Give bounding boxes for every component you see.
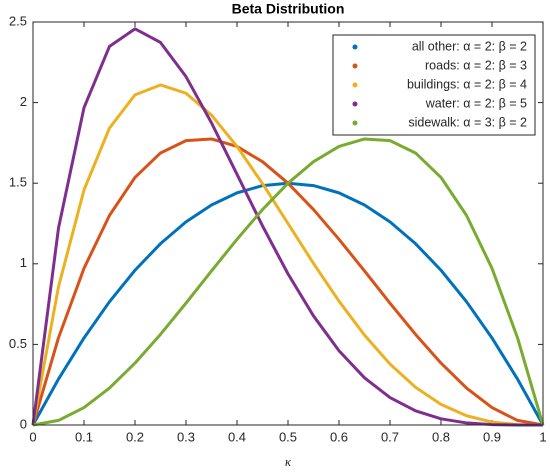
y-tick-label: 2 <box>20 94 27 109</box>
x-tick-label: 0.7 <box>381 429 399 444</box>
y-tick-label: 2.5 <box>9 13 27 28</box>
x-tick-label: 0.2 <box>126 429 144 444</box>
legend-label: water: α = 2: β = 5 <box>425 96 527 110</box>
x-tick-label: 0.8 <box>432 429 450 444</box>
x-tick-label: 0.5 <box>279 429 297 444</box>
line-series <box>31 27 544 427</box>
x-tick-label: 1 <box>539 429 546 444</box>
line-series <box>31 83 544 427</box>
x-tick-label: 0.9 <box>483 429 501 444</box>
x-tick-label: 0.4 <box>228 429 246 444</box>
y-tick-label: 1.5 <box>9 175 27 190</box>
legend-label: roads: α = 2: β = 3 <box>425 58 527 72</box>
x-tick-label: 0.1 <box>75 429 93 444</box>
legend-marker <box>352 120 358 126</box>
legend-marker <box>352 101 358 107</box>
plot-frame <box>32 21 544 426</box>
line-series <box>32 137 545 427</box>
x-tick-label: 0.6 <box>330 429 348 444</box>
chart-title: Beta Distribution <box>232 1 345 17</box>
x-tick-label: 0.3 <box>177 429 195 444</box>
y-tick-label: 0.5 <box>9 336 27 351</box>
x-tick-label: 0 <box>29 429 36 444</box>
y-tick-label: 1 <box>20 255 27 270</box>
x-axis-label: κ <box>285 454 292 469</box>
legend-label: sidewalk: α = 3: β = 2 <box>408 115 527 129</box>
legend-marker <box>352 44 358 50</box>
legend-label: all other: α = 2: β = 2 <box>412 39 527 53</box>
legend-box <box>332 34 536 136</box>
legend-marker <box>352 82 358 88</box>
y-tick-label: 0 <box>20 416 27 431</box>
legend-label: buildings: α = 2: β = 4 <box>407 77 527 91</box>
legend-marker <box>352 63 358 69</box>
